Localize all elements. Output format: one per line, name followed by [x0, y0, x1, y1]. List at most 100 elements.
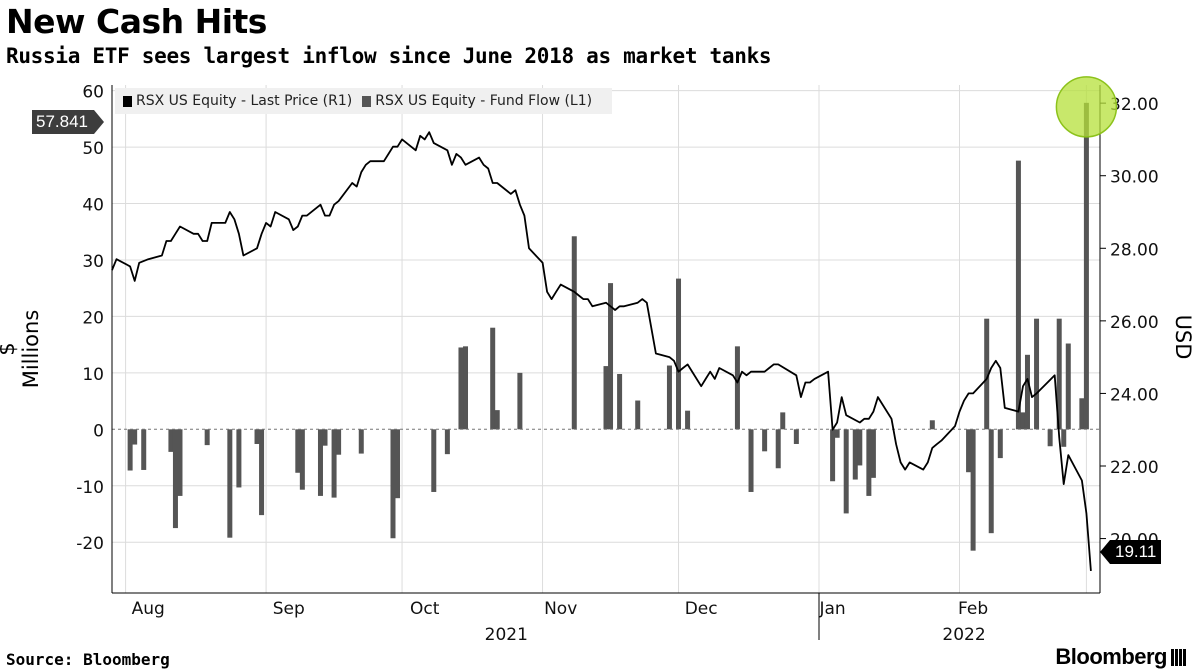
- highlight-circle: [1055, 76, 1118, 138]
- flow-bar: [608, 283, 614, 430]
- flow-bar: [168, 429, 174, 452]
- flow-bar: [463, 346, 469, 430]
- flow-bar: [490, 327, 496, 430]
- price-line-layer: [111, 131, 1092, 571]
- flow-bar: [775, 429, 781, 469]
- last-price-flag: 19.11: [1099, 540, 1162, 564]
- right-tick-label: 22.00: [1110, 458, 1159, 478]
- flow-bar: [254, 429, 260, 444]
- flow-bar: [358, 429, 364, 454]
- flow-bar: [843, 429, 849, 514]
- left-tick-label: 10: [82, 365, 104, 385]
- flow-bar: [204, 429, 210, 446]
- flow-bar: [444, 429, 450, 455]
- flow-bar: [834, 429, 840, 438]
- left-tick-label: 20: [82, 308, 104, 328]
- flow-bar: [748, 429, 754, 492]
- legend-label-price: RSX US Equity - Last Price (R1): [136, 93, 353, 109]
- fund-flow-bars: [127, 102, 1089, 551]
- left-tick-label: -20: [76, 534, 104, 554]
- x-tick-label: Oct: [410, 599, 440, 619]
- flow-bar: [517, 372, 523, 430]
- chart-canvas: -20-10010203040506020.0022.0024.0026.002…: [76, 76, 1159, 640]
- flow-bar: [970, 429, 976, 551]
- flow-bar: [390, 429, 396, 539]
- left-tick-label: 30: [82, 252, 104, 272]
- flow-bar: [1024, 354, 1030, 430]
- right-tick-label: 32.00: [1110, 95, 1159, 115]
- flow-bar: [336, 429, 342, 455]
- bloomberg-terminal-icon: [1171, 649, 1187, 666]
- flow-bar: [870, 429, 876, 478]
- flow-bar: [177, 429, 183, 496]
- flow-bar: [395, 429, 401, 499]
- flow-bar: [685, 410, 691, 430]
- flow-bar: [966, 429, 972, 473]
- brand-logo-text: Bloomberg: [1055, 644, 1167, 669]
- flow-bar: [322, 429, 328, 446]
- right-tick-label: 24.00: [1110, 385, 1159, 405]
- left-axis-label: $ Millions: [0, 309, 43, 389]
- flow-bar: [1015, 160, 1021, 430]
- legend-swatch-price: [123, 95, 132, 107]
- chart-subtitle: Russia ETF sees largest inflow since Jun…: [6, 44, 772, 68]
- flow-bar: [331, 429, 337, 498]
- left-tick-label: -10: [76, 478, 104, 498]
- x-tick-label: Aug: [132, 599, 165, 619]
- flow-bar: [852, 429, 858, 480]
- flow-bar: [132, 429, 138, 445]
- flow-bar: [1079, 398, 1085, 430]
- flow-bar: [762, 429, 768, 452]
- x-tick-label: Nov: [544, 599, 577, 619]
- legend-label-flow: RSX US Equity - Fund Flow (L1): [375, 93, 593, 109]
- year-label: 2022: [942, 625, 985, 640]
- flow-bar: [1061, 429, 1067, 447]
- flow-bar: [317, 429, 323, 496]
- flow-bar: [299, 429, 305, 490]
- year-label: 2021: [485, 625, 528, 640]
- right-axis-label: USD: [1171, 314, 1195, 360]
- left-tick-label: 0: [93, 421, 104, 441]
- flow-bar: [236, 429, 242, 488]
- flow-bar: [1034, 318, 1040, 430]
- flow-bar: [259, 429, 265, 516]
- x-tick-label: Feb: [958, 599, 988, 619]
- right-tick-label: 26.00: [1110, 313, 1159, 333]
- highlight-layer: [1055, 76, 1118, 138]
- right-tick-label: 28.00: [1110, 240, 1159, 260]
- grid-lines: [112, 85, 1100, 593]
- flow-bar-latest: [1083, 102, 1089, 430]
- legend-swatch-flow: [362, 95, 372, 107]
- last-fund-flow-flag: 57.841: [32, 110, 104, 134]
- flow-bar: [295, 429, 301, 473]
- flow-bar: [666, 365, 672, 430]
- flow-bar: [127, 429, 133, 471]
- flow-bar: [603, 366, 609, 430]
- right-tick-label: 30.00: [1110, 168, 1159, 188]
- flow-bar: [857, 429, 863, 466]
- legend: RSX US Equity - Last Price (R1) RSX US E…: [115, 88, 613, 114]
- flow-bar: [830, 429, 836, 482]
- flow-bar: [866, 429, 872, 496]
- x-tick-label: Dec: [685, 599, 718, 619]
- flow-bar: [734, 346, 740, 430]
- price-line: [111, 131, 1092, 571]
- flow-bar: [431, 429, 437, 492]
- left-tick-label: 50: [82, 139, 104, 159]
- left-tick-label: 40: [82, 196, 104, 216]
- source-note: Source: Bloomberg: [6, 650, 170, 669]
- flow-bar: [227, 429, 233, 538]
- flow-bar: [997, 429, 1003, 459]
- legend-entry-flow: RSX US Equity - Fund Flow (L1): [362, 93, 592, 109]
- flow-bar: [988, 429, 994, 534]
- flow-bar: [929, 420, 935, 430]
- flow-bar: [617, 373, 623, 430]
- x-tick-label: Jan: [818, 599, 845, 619]
- flow-bar: [172, 429, 178, 529]
- flow-bar: [494, 410, 500, 430]
- flow-bar: [635, 400, 641, 430]
- flow-bar: [571, 236, 577, 430]
- x-tick-label: Sep: [273, 599, 305, 619]
- flow-bar: [458, 347, 464, 430]
- flow-bar: [984, 318, 990, 430]
